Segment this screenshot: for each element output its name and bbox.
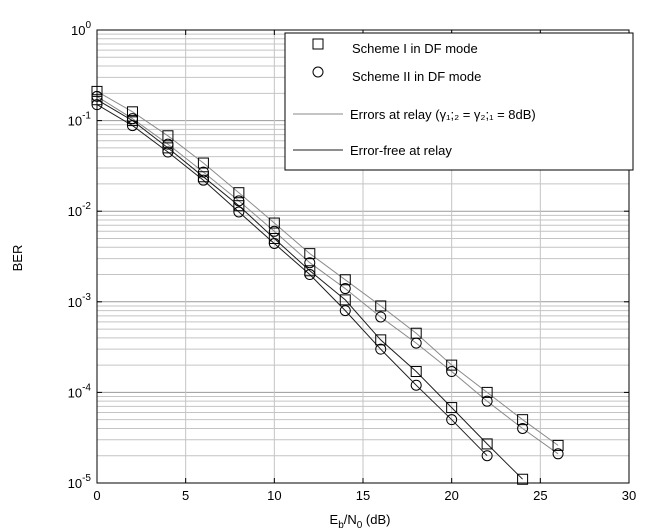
legend-label: Errors at relay (γ₁;₂ = γ₂;₁ = 8dB) xyxy=(350,107,536,122)
x-tick-label: 10 xyxy=(267,488,281,503)
legend-square-marker xyxy=(312,38,324,50)
series-1-point xyxy=(339,274,351,286)
x-tick-label: 25 xyxy=(533,488,547,503)
series-3-point xyxy=(268,232,280,244)
series-3-point xyxy=(197,171,209,183)
series-4-point xyxy=(197,174,209,186)
x-tick-label: 20 xyxy=(444,488,458,503)
series-4-point xyxy=(481,450,493,462)
x-tick-label: 30 xyxy=(622,488,636,503)
y-tick-label: 100 xyxy=(71,20,91,38)
series-4-point xyxy=(126,120,138,132)
series-4-point xyxy=(410,379,422,391)
x-axis-label: Eb/N0 (dB) xyxy=(330,512,391,530)
series-4-point xyxy=(162,146,174,158)
y-tick-label: 10-5 xyxy=(68,473,92,491)
series-3-point xyxy=(162,142,174,154)
series-1-point xyxy=(481,386,493,398)
legend: Scheme I in DF mode Scheme II in DF mode E… xyxy=(284,32,634,171)
series-1-point xyxy=(126,106,138,118)
series-3-point xyxy=(375,334,387,346)
series-4-point xyxy=(304,269,316,281)
series-line-2 xyxy=(96,95,559,455)
legend-box xyxy=(284,32,634,171)
series-4-point xyxy=(375,343,387,355)
series-lines xyxy=(96,90,559,480)
series-markers xyxy=(91,85,564,485)
series-2-point xyxy=(375,311,387,323)
series-4-point xyxy=(446,414,458,426)
y-axis-ticks: 100 10-1 10-2 10-3 10-4 10-5 xyxy=(68,20,629,491)
series-1-point xyxy=(552,439,564,451)
y-tick-label: 10-4 xyxy=(68,382,92,400)
legend-label: Scheme I in DF mode xyxy=(352,41,478,56)
series-2-point xyxy=(339,283,351,295)
series-1-point xyxy=(375,300,387,312)
series-line-1 xyxy=(96,90,559,446)
y-tick-label: 10-3 xyxy=(68,292,92,310)
series-1-point xyxy=(233,187,245,199)
series-line-3 xyxy=(96,99,523,480)
series-2-point xyxy=(552,448,564,460)
series-3-point xyxy=(481,438,493,450)
legend-label: Scheme II in DF mode xyxy=(352,69,481,84)
series-2-point xyxy=(410,337,422,349)
legend-circle-marker xyxy=(312,66,324,78)
x-tick-label: 15 xyxy=(356,488,370,503)
series-1-point xyxy=(446,359,458,371)
series-3-point xyxy=(339,294,351,306)
series-1-point xyxy=(162,130,174,142)
series-4-point xyxy=(339,305,351,317)
series-line-4 xyxy=(96,104,488,457)
series-3-point xyxy=(126,115,138,127)
series-2-point xyxy=(481,395,493,407)
series-3-point xyxy=(233,200,245,212)
series-1-point xyxy=(517,414,529,426)
y-tick-label: 10-2 xyxy=(68,201,92,219)
series-4-point xyxy=(233,206,245,218)
series-2-point xyxy=(446,366,458,378)
series-4-point xyxy=(268,238,280,250)
y-tick-label: 10-1 xyxy=(68,111,92,129)
series-3-point xyxy=(304,265,316,277)
series-3-point xyxy=(410,366,422,378)
legend-label: Error-free at relay xyxy=(350,143,452,158)
series-2-point xyxy=(304,257,316,269)
series-1-point xyxy=(197,157,209,169)
series-2-point xyxy=(268,225,280,237)
series-3-point xyxy=(517,473,529,485)
series-3-point xyxy=(446,402,458,414)
y-axis-label: BER xyxy=(10,245,25,272)
x-tick-label: 0 xyxy=(93,488,100,503)
series-2-point xyxy=(517,422,529,434)
series-1-point xyxy=(304,248,316,260)
x-tick-label: 5 xyxy=(182,488,189,503)
series-1-point xyxy=(268,217,280,229)
